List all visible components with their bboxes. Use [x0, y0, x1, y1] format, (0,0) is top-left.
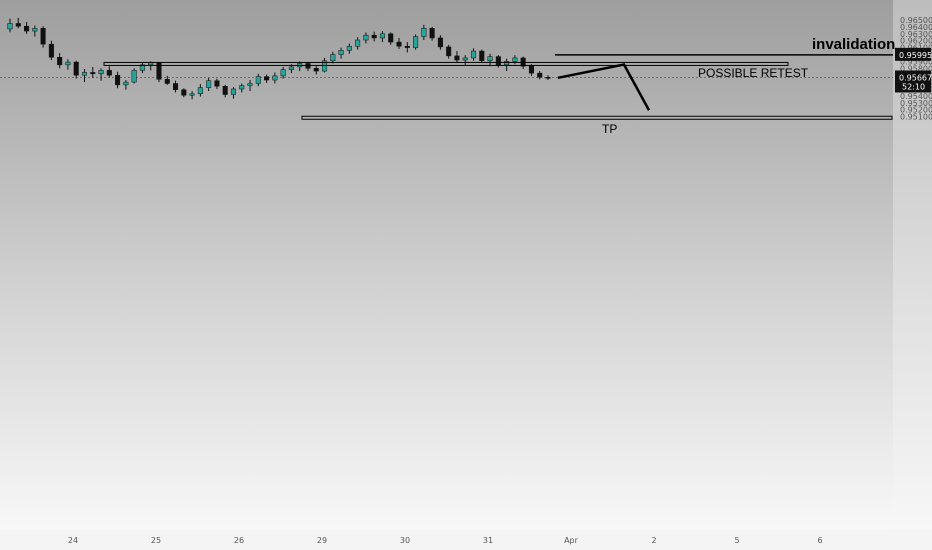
candle-body	[462, 57, 468, 61]
time-tick-label: 26	[234, 536, 244, 545]
candle-body	[264, 76, 270, 81]
candle-body	[65, 61, 71, 66]
candle-body	[148, 62, 154, 66]
candle-body	[487, 56, 493, 61]
candle-body	[24, 25, 30, 32]
invalidation-price-badge	[895, 47, 931, 61]
candle-body	[106, 70, 112, 76]
candle-body	[15, 23, 21, 27]
bar-countdown-text: 52:10	[902, 82, 925, 91]
candle-body	[164, 79, 170, 84]
current-price-badge-text: 0.95667	[899, 73, 932, 82]
candle-body	[206, 80, 212, 88]
price-tick-label: 0.95900	[900, 57, 932, 66]
candle-body	[181, 89, 187, 96]
candle-body	[512, 57, 518, 62]
price-tick-label: 0.95800	[900, 64, 932, 73]
candle-body	[173, 83, 179, 90]
time-tick-label: 30	[400, 536, 410, 545]
candle-body	[479, 50, 485, 61]
candle-body	[139, 64, 145, 71]
candle-body	[73, 61, 79, 76]
candle-body	[90, 72, 96, 75]
candle-body	[404, 45, 410, 48]
candle-body	[504, 61, 510, 66]
projected-path[interactable]	[557, 63, 651, 111]
price-tick-label: 0.96200	[900, 37, 932, 46]
price-tick-label: 0.95300	[900, 99, 932, 108]
time-tick-label: 31	[483, 536, 493, 545]
candle-body	[57, 57, 63, 66]
time-tick-label: 5	[734, 536, 739, 545]
candle-body	[338, 50, 344, 55]
price-tick-label: 0.95200	[900, 106, 932, 115]
candle-body	[40, 28, 46, 45]
candle-body	[470, 50, 477, 59]
candle-body	[537, 72, 543, 78]
candle-body	[280, 69, 286, 77]
candle-body	[247, 83, 253, 86]
candle-body	[197, 87, 203, 95]
time-axis-ticks: 24 25 26 29 30 31 Apr 2 5 6	[68, 536, 823, 545]
candle-body	[363, 34, 369, 41]
time-tick-label: 2	[651, 536, 656, 545]
candle-body	[189, 93, 195, 96]
candle-body	[32, 28, 38, 32]
candle-body	[454, 55, 460, 61]
candle-body	[131, 70, 137, 83]
candle-body	[272, 75, 278, 81]
candle-body	[313, 68, 319, 72]
candle-body	[48, 43, 54, 58]
candle-body	[421, 28, 427, 37]
candle-body	[528, 65, 534, 74]
candle-body	[413, 36, 419, 48]
candle-body	[222, 85, 228, 95]
price-tick-label: 0.96300	[900, 30, 932, 39]
candle-body	[123, 81, 129, 86]
candle-body	[545, 77, 551, 79]
candle-body	[396, 41, 402, 47]
candle-body	[371, 34, 377, 39]
price-tick-label: 0.95400	[900, 92, 932, 101]
invalidation-label: invalidation	[812, 36, 895, 53]
retest-zone-rect[interactable]	[103, 61, 789, 66]
candle-body	[288, 66, 294, 70]
candles-layer	[7, 17, 551, 100]
candle-body	[115, 74, 121, 86]
candle-body	[214, 80, 220, 87]
candle-body	[255, 76, 261, 84]
candle-body	[7, 23, 13, 30]
candle-body	[98, 70, 104, 75]
tp-zone-rect[interactable]	[301, 115, 893, 120]
candle-body	[239, 85, 245, 90]
candle-body	[81, 72, 88, 76]
candle-body	[446, 46, 452, 57]
candle-body	[230, 88, 237, 95]
time-tick-label: 6	[817, 536, 822, 545]
candle-body	[379, 33, 385, 39]
candle-body	[330, 54, 336, 61]
candle-body	[495, 56, 501, 66]
time-axis-background	[0, 530, 932, 550]
price-axis-ticks: 0.965000.964000.963000.962000.961000.960…	[900, 16, 932, 122]
time-tick-label: 25	[151, 536, 161, 545]
retest-label: POSSIBLE RETEST	[698, 66, 809, 80]
tp-label: TP	[602, 122, 617, 136]
price-tick-label: 0.96500	[900, 16, 932, 25]
candle-body	[346, 45, 352, 51]
invalidation-price-badge-text: 0.95995	[899, 51, 932, 60]
time-tick-label: 24	[68, 536, 78, 545]
candle-body	[437, 37, 443, 48]
price-tick-label: 0.95100	[900, 113, 932, 122]
current-price-badge	[895, 70, 931, 93]
candle-body	[388, 33, 394, 43]
time-tick-label: Apr	[564, 536, 579, 545]
candle-body	[429, 28, 435, 39]
time-tick-label: 29	[317, 536, 327, 545]
candle-body	[355, 39, 361, 47]
price-tick-label: 0.96400	[900, 23, 932, 32]
